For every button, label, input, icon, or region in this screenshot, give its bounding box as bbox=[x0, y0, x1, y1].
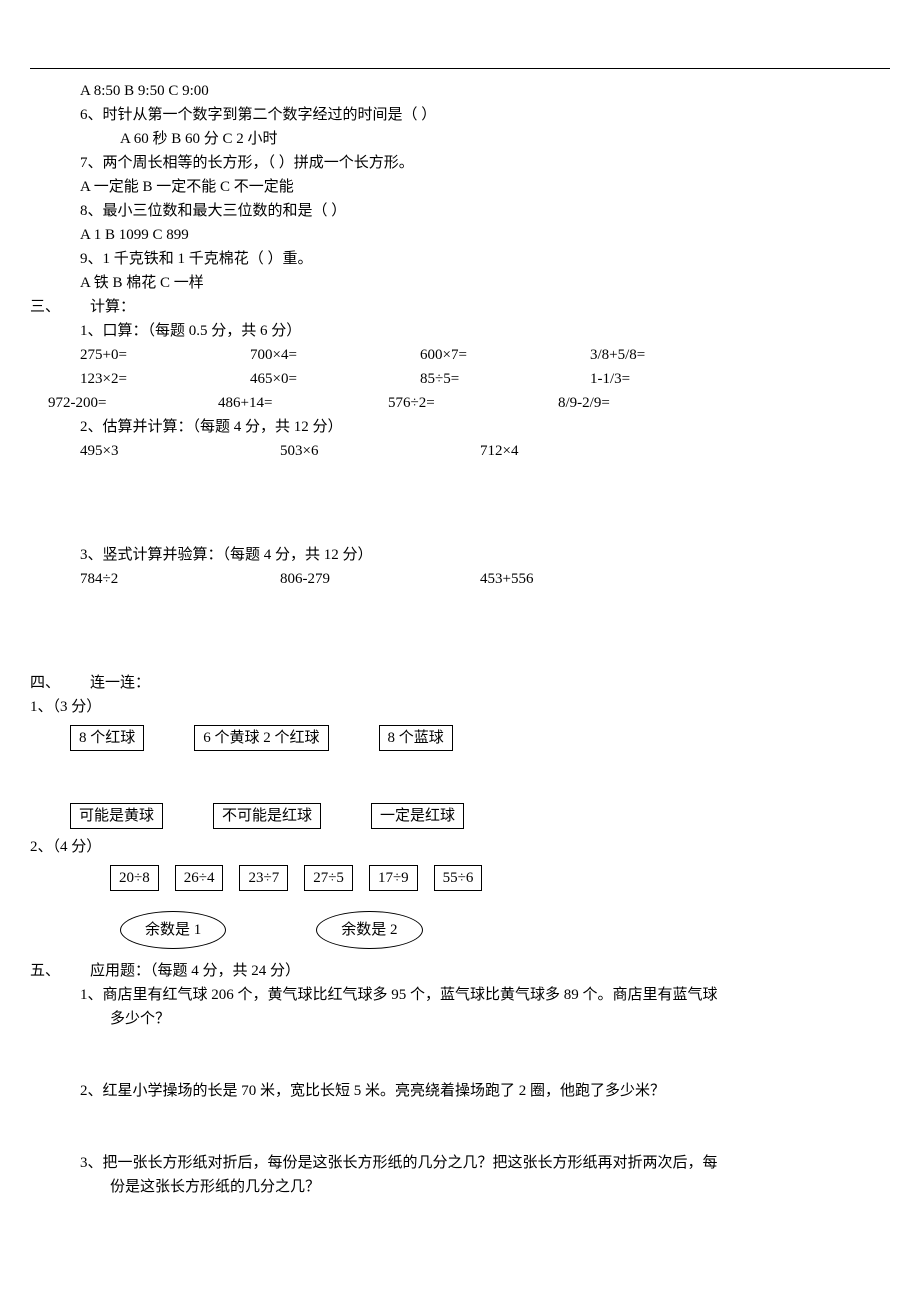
sec3-p3-title: 3、竖式计算并验算：（每题 4 分，共 12 分） bbox=[30, 543, 890, 567]
match-bot-boxes: 可能是黄球 不可能是红球 一定是红球 bbox=[30, 803, 890, 829]
div-box: 55÷6 bbox=[434, 865, 483, 891]
oral-calc-row1: 275+0= 700×4= 600×7= 3/8+5/8= bbox=[30, 343, 890, 367]
calc-cell: 3/8+5/8= bbox=[590, 343, 760, 367]
calc-cell: 465×0= bbox=[250, 367, 420, 391]
q6-options: A 60 秒 B 60 分 C 2 小时 bbox=[30, 127, 890, 151]
remainder-ellipses: 余数是 1 余数是 2 bbox=[30, 911, 890, 949]
calc-cell: 972-200= bbox=[48, 391, 218, 415]
section-5-title: 应用题：（每题 4 分，共 24 分） bbox=[90, 959, 300, 983]
division-boxes: 20÷8 26÷4 23÷7 27÷5 17÷9 55÷6 bbox=[30, 865, 890, 891]
oral-calc-row3: 972-200= 486+14= 576÷2= 8/9-2/9= bbox=[30, 391, 890, 415]
match-gap-1 bbox=[30, 757, 890, 797]
q9-options: A 铁 B 棉花 C 一样 bbox=[30, 271, 890, 295]
exam-page: A 8:50 B 9:50 C 9:00 6、时针从第一个数字到第二个数字经过的… bbox=[0, 0, 920, 1307]
q9-stem: 9、1 千克铁和 1 千克棉花（ ）重。 bbox=[30, 247, 890, 271]
calc-cell: 453+556 bbox=[480, 567, 680, 591]
remainder-ellipse: 余数是 1 bbox=[120, 911, 226, 949]
calc-cell: 486+14= bbox=[218, 391, 388, 415]
oral-calc-row2: 123×2= 465×0= 85÷5= 1-1/3= bbox=[30, 367, 890, 391]
section-4-header: 四、 连一连： bbox=[30, 671, 890, 695]
section-3-title: 计算： bbox=[90, 295, 135, 319]
div-box: 17÷9 bbox=[369, 865, 418, 891]
top-rule bbox=[30, 68, 890, 69]
div-box: 23÷7 bbox=[239, 865, 288, 891]
match-top-boxes: 8 个红球 6 个黄球 2 个红球 8 个蓝球 bbox=[30, 725, 890, 751]
match-box: 8 个蓝球 bbox=[379, 725, 453, 751]
section-4-title: 连一连： bbox=[90, 671, 150, 695]
section-5-header: 五、 应用题：（每题 4 分，共 24 分） bbox=[30, 959, 890, 983]
div-box: 26÷4 bbox=[175, 865, 224, 891]
calc-cell: 85÷5= bbox=[420, 367, 590, 391]
match-box: 不可能是红球 bbox=[213, 803, 321, 829]
workspace-gap-2 bbox=[30, 591, 890, 671]
calc-cell: 495×3 bbox=[80, 439, 280, 463]
q8-options: A 1 B 1099 C 899 bbox=[30, 223, 890, 247]
word-problem-1: 1、商店里有红气球 206 个，黄气球比红气球多 95 个，蓝气球比黄气球多 8… bbox=[80, 983, 890, 1031]
section-3-header: 三、 计算： bbox=[30, 295, 890, 319]
q5-options: A 8:50 B 9:50 C 9:00 bbox=[30, 79, 890, 103]
wp3-line1: 3、把一张长方形纸对折后，每份是这张长方形纸的几分之几？把这张长方形纸再对折两次… bbox=[80, 1151, 890, 1175]
calc-cell: 600×7= bbox=[420, 343, 590, 367]
q6-stem: 6、时针从第一个数字到第二个数字经过的时间是（ ） bbox=[30, 103, 890, 127]
section-3-label: 三、 bbox=[30, 295, 90, 319]
div-box: 27÷5 bbox=[304, 865, 353, 891]
calc-cell: 123×2= bbox=[80, 367, 250, 391]
sec3-p1-title: 1、口算：（每题 0.5 分，共 6 分） bbox=[30, 319, 890, 343]
calc-cell: 806-279 bbox=[280, 567, 480, 591]
wp1-line2: 多少个？ bbox=[80, 1007, 890, 1031]
calc-cell: 784÷2 bbox=[80, 567, 280, 591]
match-box: 一定是红球 bbox=[371, 803, 464, 829]
sec3-p2-title: 2、估算并计算：（每题 4 分，共 12 分） bbox=[30, 415, 890, 439]
calc-cell: 1-1/3= bbox=[590, 367, 760, 391]
word-problems: 1、商店里有红气球 206 个，黄气球比红气球多 95 个，蓝气球比黄气球多 8… bbox=[30, 983, 890, 1199]
workspace-gap-1 bbox=[30, 463, 890, 543]
sec4-p1-title: 1、（3 分） bbox=[30, 695, 890, 719]
word-problem-3: 3、把一张长方形纸对折后，每份是这张长方形纸的几分之几？把这张长方形纸再对折两次… bbox=[80, 1151, 890, 1199]
sec4-p2-title: 2、（4 分） bbox=[30, 835, 890, 859]
q8-stem: 8、最小三位数和最大三位数的和是（ ） bbox=[30, 199, 890, 223]
remainder-ellipse: 余数是 2 bbox=[316, 911, 422, 949]
div-box: 20÷8 bbox=[110, 865, 159, 891]
calc-cell: 576÷2= bbox=[388, 391, 558, 415]
match-box: 8 个红球 bbox=[70, 725, 144, 751]
vertical-calc-row: 784÷2 806-279 453+556 bbox=[30, 567, 890, 591]
q7-stem: 7、两个周长相等的长方形，（ ）拼成一个长方形。 bbox=[30, 151, 890, 175]
wp1-line1: 1、商店里有红气球 206 个，黄气球比红气球多 95 个，蓝气球比黄气球多 8… bbox=[80, 983, 890, 1007]
section-5-label: 五、 bbox=[30, 959, 90, 983]
calc-cell: 503×6 bbox=[280, 439, 480, 463]
estimate-row: 495×3 503×6 712×4 bbox=[30, 439, 890, 463]
calc-cell: 8/9-2/9= bbox=[558, 391, 728, 415]
wp2-line1: 2、红星小学操场的长是 70 米，宽比长短 5 米。亮亮绕着操场跑了 2 圈，他… bbox=[80, 1079, 890, 1103]
word-problem-2: 2、红星小学操场的长是 70 米，宽比长短 5 米。亮亮绕着操场跑了 2 圈，他… bbox=[80, 1079, 890, 1103]
calc-cell: 712×4 bbox=[480, 439, 680, 463]
calc-cell: 700×4= bbox=[250, 343, 420, 367]
match-box: 6 个黄球 2 个红球 bbox=[194, 725, 328, 751]
section-4-label: 四、 bbox=[30, 671, 90, 695]
q7-options: A 一定能 B 一定不能 C 不一定能 bbox=[30, 175, 890, 199]
match-box: 可能是黄球 bbox=[70, 803, 163, 829]
calc-cell: 275+0= bbox=[80, 343, 250, 367]
wp3-line2: 份是这张长方形纸的几分之几？ bbox=[80, 1175, 890, 1199]
